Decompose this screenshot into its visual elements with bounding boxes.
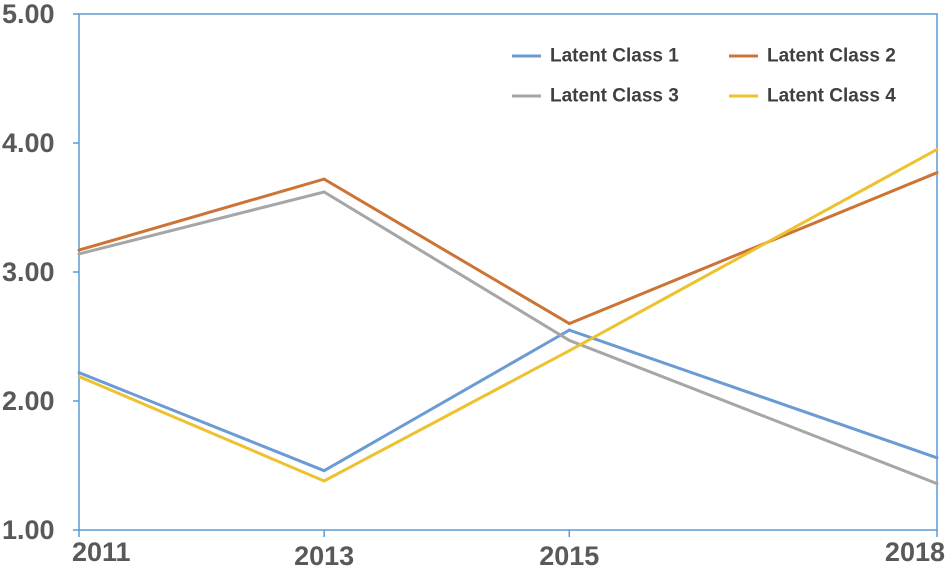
data-point bbox=[935, 147, 939, 151]
legend-label: Latent Class 1 bbox=[550, 46, 679, 67]
data-point bbox=[322, 190, 326, 194]
series-line-latent-class-3 bbox=[78, 190, 938, 485]
data-point bbox=[935, 482, 939, 486]
data-point bbox=[77, 374, 81, 378]
data-point bbox=[77, 252, 81, 256]
series-lines bbox=[77, 147, 939, 486]
legend-label: Latent Class 3 bbox=[550, 86, 679, 107]
y-tick-label: 2.00 bbox=[2, 386, 55, 416]
data-point bbox=[322, 479, 326, 483]
legend-label: Latent Class 4 bbox=[767, 86, 896, 107]
data-point bbox=[935, 456, 939, 460]
data-point bbox=[935, 171, 939, 175]
legend-label: Latent Class 2 bbox=[767, 46, 896, 67]
x-tick-label: 2015 bbox=[539, 541, 599, 570]
series-line-latent-class-1 bbox=[78, 328, 938, 473]
data-point bbox=[77, 248, 81, 252]
x-tick-label: 2013 bbox=[294, 541, 354, 570]
data-point bbox=[567, 338, 571, 342]
y-tick-label: 1.00 bbox=[2, 515, 55, 545]
x-axis: 2011 2013 2015 2018 bbox=[72, 530, 945, 570]
data-point bbox=[567, 349, 571, 353]
data-point bbox=[567, 322, 571, 326]
data-point bbox=[322, 177, 326, 181]
y-tick-label: 3.00 bbox=[2, 257, 55, 287]
data-point bbox=[567, 328, 571, 332]
y-tick-label: 4.00 bbox=[2, 128, 55, 158]
y-axis: 1.00 2.00 3.00 4.00 5.00 bbox=[2, 0, 79, 545]
x-tick-label: 2011 bbox=[72, 537, 131, 567]
series-line-latent-class-4 bbox=[78, 148, 938, 483]
series-line-latent-class-2 bbox=[78, 171, 938, 326]
data-point bbox=[322, 469, 326, 473]
legend: Latent Class 1 Latent Class 2 Latent Class… bbox=[512, 46, 896, 107]
y-tick-label: 5.00 bbox=[2, 0, 55, 29]
x-tick-label: 2018 bbox=[885, 537, 945, 567]
data-point bbox=[77, 371, 81, 375]
